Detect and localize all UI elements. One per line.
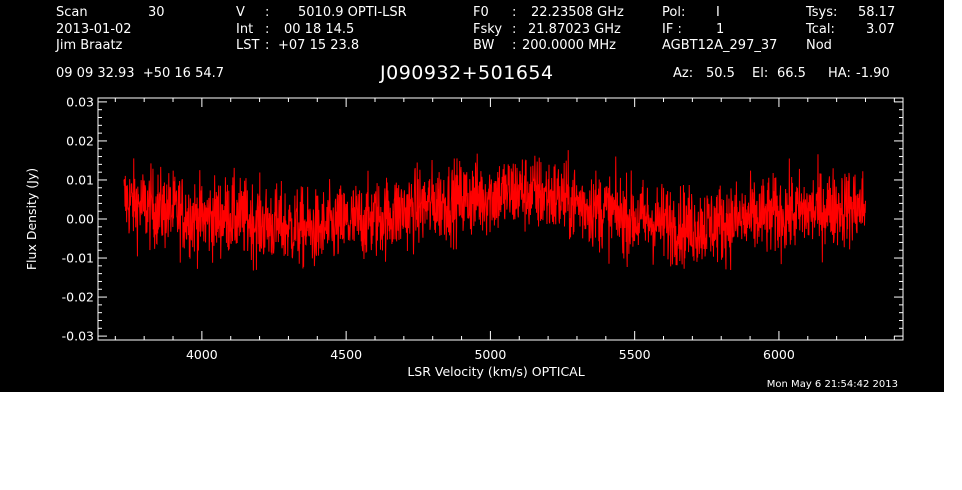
int-label: Int [236,22,254,37]
project-id: AGBT12A_297_37 [662,38,778,53]
if-label: IF : [662,22,682,37]
x-axis-label: LSR Velocity (km/s) OPTICAL [407,364,584,379]
el-label: El: [752,66,769,81]
lst-label: LST [236,38,260,53]
az-label: Az: [673,66,694,81]
spectrum-line [123,150,866,271]
fsky-label: Fsky [473,22,503,37]
obs-date: 2013-01-02 [56,22,132,37]
az-value: 50.5 [706,66,735,81]
v-value: 5010.9 OPTI-LSR [298,5,407,20]
tcal-value: 3.07 [866,22,895,37]
chart-title: J090932+501654 [380,62,554,84]
ha-label: HA: [828,66,851,81]
v-label: V [236,5,245,20]
scan-label: Scan [56,5,88,20]
tsys-label: Tsys: [806,5,838,20]
y-axis-label: Flux Density (Jy) [24,168,39,270]
y-tick-label: 0.00 [66,212,94,227]
y-tick-label: -0.01 [62,251,94,266]
trace-layer [123,150,866,271]
y-tick-label: 0.01 [66,172,94,187]
pol-value: I [716,5,720,20]
x-tick-label: 5500 [619,347,651,362]
if-value: 1 [716,22,725,37]
bw-value: 200.0000 MHz [522,38,616,53]
scan-value: 30 [148,5,165,20]
spectrum-chart: 4000 4500 5000 5500 6000 -0.03 -0.02 -0.01 0.00 0… [24,94,904,379]
el-value: 66.5 [777,66,806,81]
y-tick-label: -0.02 [62,290,94,305]
x-tick-label: 5000 [474,347,506,362]
tsys-value: 58.17 [858,5,896,20]
tcal-label: Tcal: [806,22,835,37]
x-tick-label: 4500 [330,347,362,362]
y-tick-label: 0.03 [66,94,94,109]
y-tick-label: 0.02 [66,133,94,148]
x-tick-label: 6000 [763,347,795,362]
f0-value: 22.23508 GHz [531,5,624,20]
axis-layer: 4000 4500 5000 5500 6000 -0.03 -0.02 -0.01 0.00 0… [62,94,903,362]
y-tick-label: -0.03 [62,329,94,344]
pol-label: Pol: [662,5,686,20]
f0-label: F0 [473,5,489,20]
bw-label: BW [473,38,495,53]
ha-value: -1.90 [856,66,890,81]
plot-panel: Scan 30 2013-01-02 Jim Braatz V : 5010.9… [0,0,944,392]
obs-mode: Nod [806,38,832,53]
int-value: 00 18 14.5 [284,22,355,37]
lst-value: +07 15 23.8 [278,38,360,53]
timestamp: Mon May 6 21:54:42 2013 [766,379,898,390]
x-tick-label: 4000 [186,347,218,362]
ra-dec: 09 09 32.93 +50 16 54.7 [56,66,225,81]
fsky-value: 21.87023 GHz [528,22,621,37]
observer-name: Jim Braatz [56,38,123,53]
